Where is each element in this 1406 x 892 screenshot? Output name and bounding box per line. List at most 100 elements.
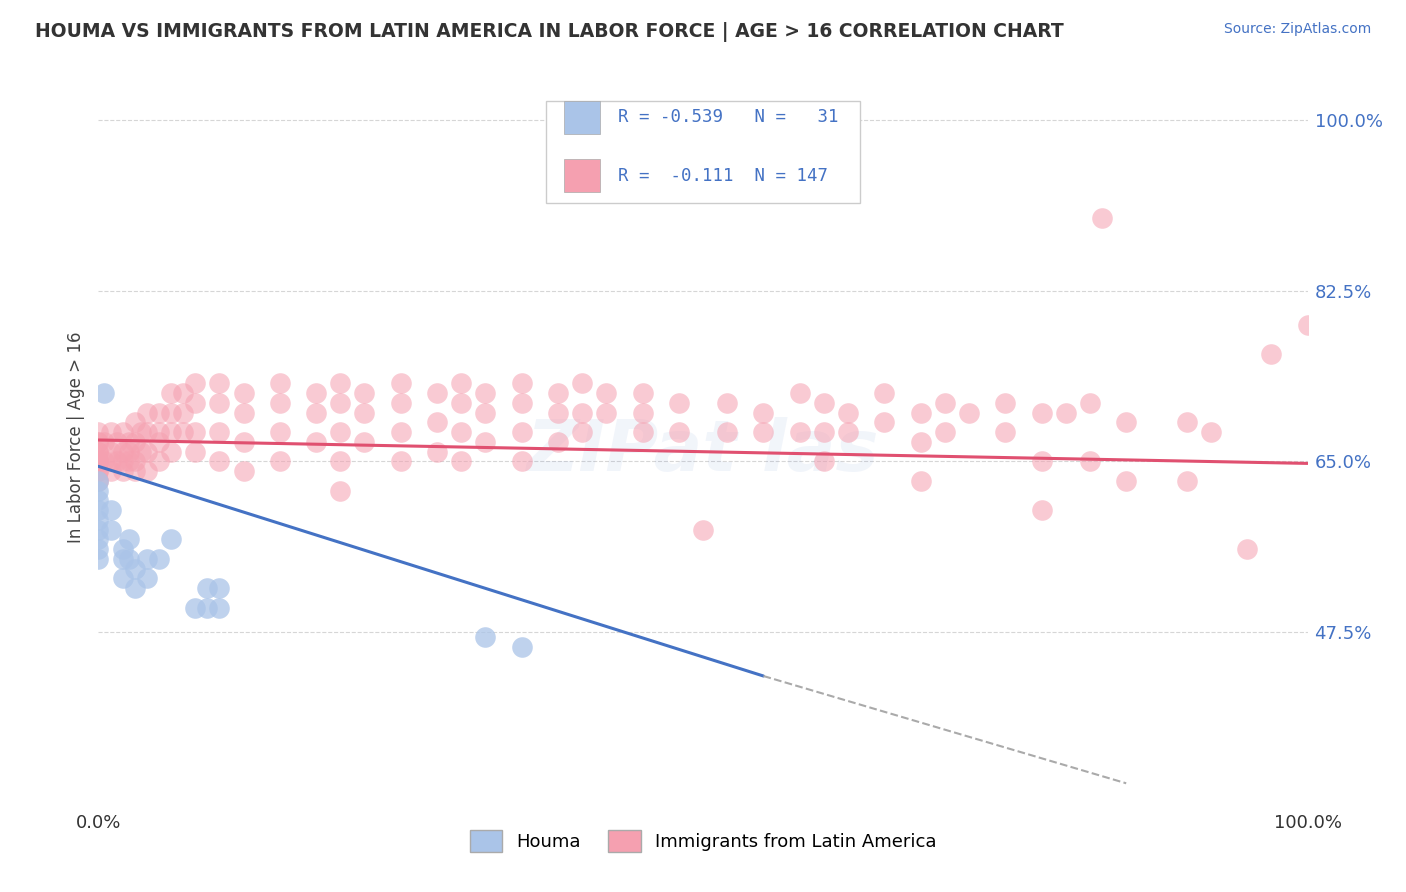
Point xyxy=(353,406,375,420)
Point xyxy=(111,542,134,557)
Point xyxy=(100,464,122,478)
Point xyxy=(571,406,593,420)
Point xyxy=(124,581,146,595)
Point xyxy=(692,523,714,537)
Point xyxy=(124,562,146,576)
Point xyxy=(111,425,134,440)
Point xyxy=(208,454,231,468)
Point xyxy=(93,454,115,468)
Point xyxy=(910,434,932,449)
Point xyxy=(208,376,231,391)
Text: HOUMA VS IMMIGRANTS FROM LATIN AMERICA IN LABOR FORCE | AGE > 16 CORRELATION CHA: HOUMA VS IMMIGRANTS FROM LATIN AMERICA I… xyxy=(35,22,1064,42)
Point xyxy=(389,376,412,391)
Point xyxy=(148,434,170,449)
Point xyxy=(87,483,110,498)
Point xyxy=(1175,416,1198,430)
Point xyxy=(1078,396,1101,410)
Point xyxy=(716,425,738,440)
Point xyxy=(813,425,835,440)
Point xyxy=(172,425,194,440)
Point xyxy=(87,523,110,537)
Point xyxy=(184,425,207,440)
Point xyxy=(87,454,110,468)
Text: ZIPat las: ZIPat las xyxy=(527,417,879,486)
Point xyxy=(1236,542,1258,557)
Point xyxy=(105,434,128,449)
Point xyxy=(111,464,134,478)
Point xyxy=(474,434,496,449)
Point xyxy=(172,386,194,401)
Point xyxy=(87,454,110,468)
Point xyxy=(389,454,412,468)
Point xyxy=(87,493,110,508)
Point xyxy=(1031,503,1053,517)
Point xyxy=(87,474,110,488)
Point xyxy=(329,454,352,468)
Point xyxy=(118,444,141,458)
Point xyxy=(232,434,254,449)
Point xyxy=(837,425,859,440)
Point xyxy=(353,386,375,401)
Point xyxy=(232,464,254,478)
Point xyxy=(1031,406,1053,420)
Point xyxy=(135,444,157,458)
Point xyxy=(124,416,146,430)
Point xyxy=(87,533,110,547)
Point xyxy=(873,386,896,401)
Point xyxy=(100,444,122,458)
Point xyxy=(87,444,110,458)
Point xyxy=(129,444,152,458)
Point xyxy=(160,406,183,420)
Point xyxy=(752,425,775,440)
Point xyxy=(571,425,593,440)
Point xyxy=(813,454,835,468)
Point xyxy=(111,454,134,468)
Point xyxy=(389,396,412,410)
Point xyxy=(87,503,110,517)
Point xyxy=(873,416,896,430)
Point xyxy=(1091,211,1114,225)
Point xyxy=(111,572,134,586)
Point xyxy=(994,396,1017,410)
Point xyxy=(135,572,157,586)
Point xyxy=(910,474,932,488)
Point xyxy=(160,425,183,440)
Point xyxy=(184,376,207,391)
Point xyxy=(148,552,170,566)
Point xyxy=(305,434,328,449)
Point xyxy=(329,425,352,440)
Point xyxy=(1260,347,1282,361)
Point xyxy=(195,600,218,615)
Point xyxy=(957,406,980,420)
Point xyxy=(269,376,291,391)
Point xyxy=(595,406,617,420)
Point xyxy=(87,434,110,449)
Point xyxy=(1054,406,1077,420)
Point xyxy=(172,406,194,420)
Point xyxy=(124,454,146,468)
Point xyxy=(184,600,207,615)
Point xyxy=(87,552,110,566)
Point xyxy=(789,386,811,401)
Point xyxy=(111,552,134,566)
Text: R =  -0.111  N = 147: R = -0.111 N = 147 xyxy=(619,167,828,185)
Point xyxy=(426,386,449,401)
Point xyxy=(135,425,157,440)
Point xyxy=(208,425,231,440)
Point xyxy=(389,425,412,440)
Point xyxy=(148,406,170,420)
Point xyxy=(426,444,449,458)
Point xyxy=(1175,474,1198,488)
Point xyxy=(87,464,110,478)
Point xyxy=(232,386,254,401)
Point xyxy=(474,630,496,644)
Point xyxy=(934,396,956,410)
Point xyxy=(994,425,1017,440)
Point xyxy=(329,483,352,498)
Point xyxy=(547,434,569,449)
Point xyxy=(148,425,170,440)
FancyBboxPatch shape xyxy=(564,101,600,134)
Point xyxy=(595,386,617,401)
Point xyxy=(87,464,110,478)
Point xyxy=(195,581,218,595)
